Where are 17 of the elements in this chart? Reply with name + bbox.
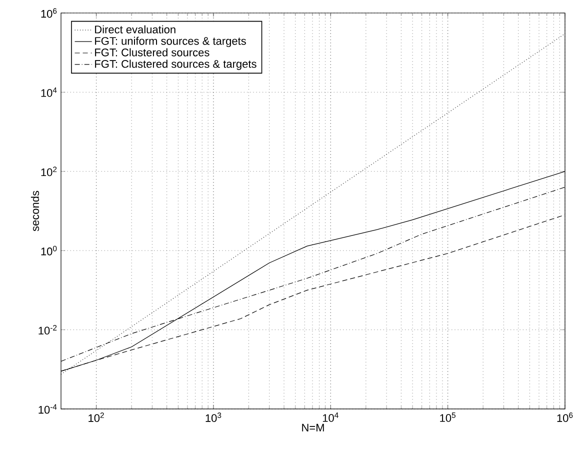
legend-label: FGT: Clustered sources <box>95 48 210 56</box>
x-tick-label: 10$^{5}$ <box>440 412 456 422</box>
legend-label: FGT: Clustered sources & targets <box>95 60 256 70</box>
y-tick-label: 10$^{4}$ <box>41 88 57 97</box>
x-tick-label: 10$^{4}$ <box>322 412 338 422</box>
y-axis-title: seconds <box>30 190 40 232</box>
y-tick-label: 10$^{6}$ <box>41 8 57 18</box>
x-tick-label: 10$^{3}$ <box>206 412 222 422</box>
y-tick-label: 10$^{0}$ <box>41 246 57 256</box>
x-axis-title: N=M <box>302 424 324 432</box>
legend-label: FGT: uniform sources & targets <box>95 36 246 48</box>
y-tick-label: 10$^{2}$ <box>41 166 57 176</box>
x-tick-label: 10$^{6}$ <box>557 412 573 422</box>
y-tick-label: 10$^{-4}$ <box>38 404 57 414</box>
y-tick-label: 10$^{-2}$ <box>38 325 57 335</box>
x-tick-label: 10$^{2}$ <box>88 412 104 422</box>
legend-label: Direct evaluation <box>95 25 176 34</box>
